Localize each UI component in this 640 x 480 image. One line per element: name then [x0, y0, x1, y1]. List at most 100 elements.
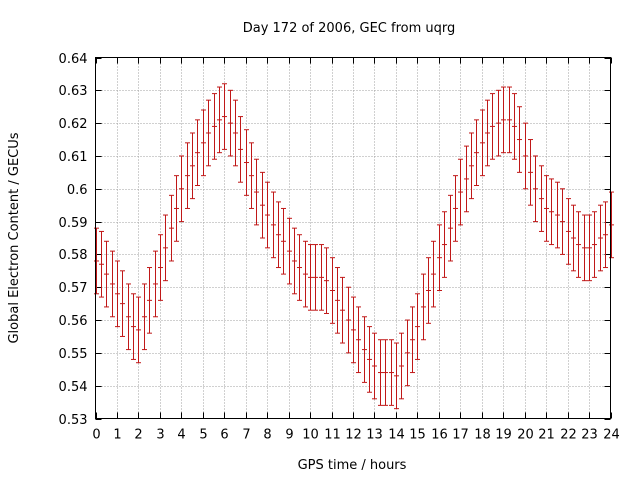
x-tick-label: 12: [345, 428, 362, 443]
chart-title: Day 172 of 2006, GEC from uqrg: [243, 21, 456, 36]
x-tick-label: 6: [220, 428, 228, 443]
data-point: [372, 332, 377, 400]
data-point: [217, 86, 222, 154]
data-point: [431, 240, 436, 308]
data-point: [346, 286, 351, 354]
data-point: [120, 270, 125, 337]
y-tick-label: 0.64: [59, 52, 88, 67]
x-tick-label: 22: [560, 428, 577, 443]
data-point: [576, 211, 581, 278]
data-point: [592, 211, 597, 278]
data-point: [587, 214, 592, 282]
y-tick-label: 0.54: [59, 380, 88, 395]
data-point: [249, 142, 254, 209]
data-point: [222, 83, 227, 150]
data-point: [110, 250, 115, 318]
data-point: [228, 89, 233, 157]
data-point: [254, 158, 259, 226]
data-point: [480, 109, 485, 177]
x-tick-label: 20: [517, 428, 534, 443]
data-point: [507, 86, 512, 154]
data-point: [147, 267, 152, 334]
data-point: [115, 260, 120, 328]
data-point: [501, 86, 506, 154]
data-point: [131, 293, 136, 360]
x-tick-label: 9: [285, 428, 293, 443]
data-point: [549, 178, 554, 246]
data-point: [195, 119, 200, 186]
grid-lines: [95, 57, 611, 419]
data-point: [555, 181, 560, 249]
data-point: [394, 342, 399, 410]
y-tick-label: 0.55: [59, 347, 88, 362]
x-tick-label: 11: [324, 428, 341, 443]
y-tick-label: 0.61: [59, 150, 88, 165]
x-tick-label: 2: [134, 428, 142, 443]
data-point: [313, 244, 318, 311]
data-point: [560, 188, 565, 255]
data-point: [297, 234, 302, 301]
y-tick-label: 0.6: [67, 183, 88, 198]
data-point: [517, 106, 522, 173]
x-tick-label: 7: [242, 428, 250, 443]
data-point: [474, 119, 479, 186]
data-point: [244, 129, 249, 196]
data-point: [410, 306, 415, 374]
data-point: [464, 145, 469, 213]
data-point: [362, 316, 367, 383]
data-point: [233, 99, 238, 167]
data-point: [174, 175, 179, 242]
data-point: [206, 99, 211, 167]
data-point: [399, 332, 404, 400]
y-tick-label: 0.53: [59, 413, 88, 428]
data-point: [566, 198, 571, 265]
x-tick-label: 17: [452, 428, 469, 443]
data-point: [378, 339, 383, 406]
y-axis-label: Global Electron Content / GECUs: [7, 132, 22, 343]
data-point: [485, 99, 490, 167]
x-tick-label: 18: [474, 428, 491, 443]
x-tick-labels: 0 1 2 3 4 5 6 7 8 9 10 11 12 13 14 15 16 17 18 19 20 21 22 23 24: [92, 428, 619, 443]
x-tick-label: 13: [366, 428, 383, 443]
data-point: [271, 191, 276, 259]
x-tick-label: 3: [156, 428, 164, 443]
data-point: [448, 194, 453, 262]
data-point: [539, 165, 544, 232]
x-tick-label: 23: [581, 428, 598, 443]
data-point: [212, 93, 217, 160]
data-point: [340, 276, 345, 344]
y-tick-label: 0.63: [59, 84, 88, 99]
x-tick-label: 24: [603, 428, 620, 443]
data-point: [99, 230, 104, 298]
data-point: [571, 204, 576, 272]
data-point: [287, 217, 292, 285]
x-tick-label: 16: [431, 428, 448, 443]
data-point: [330, 257, 335, 324]
data-point: [190, 132, 195, 200]
data-point: [335, 267, 340, 334]
data-point: [319, 244, 324, 311]
data-point: [94, 227, 99, 295]
data-point: [104, 240, 109, 308]
data-point: [142, 283, 147, 351]
data-point: [292, 227, 297, 295]
data-point: [281, 207, 286, 275]
data-point: [126, 283, 131, 351]
axis-ticks: [95, 57, 612, 420]
data-point: [136, 296, 141, 364]
data-point: [265, 181, 270, 249]
data-point: [367, 326, 372, 393]
gec-series: [94, 83, 614, 410]
data-point: [453, 175, 458, 242]
data-point: [426, 257, 431, 324]
x-tick-label: 1: [113, 428, 121, 443]
y-tick-label: 0.59: [59, 216, 88, 231]
data-point: [383, 339, 388, 406]
data-point: [179, 155, 184, 223]
x-tick-label: 10: [302, 428, 319, 443]
x-tick-label: 8: [263, 428, 271, 443]
data-point: [598, 204, 603, 272]
x-tick-label: 4: [177, 428, 185, 443]
data-point: [603, 201, 608, 269]
y-tick-label: 0.56: [59, 314, 88, 329]
